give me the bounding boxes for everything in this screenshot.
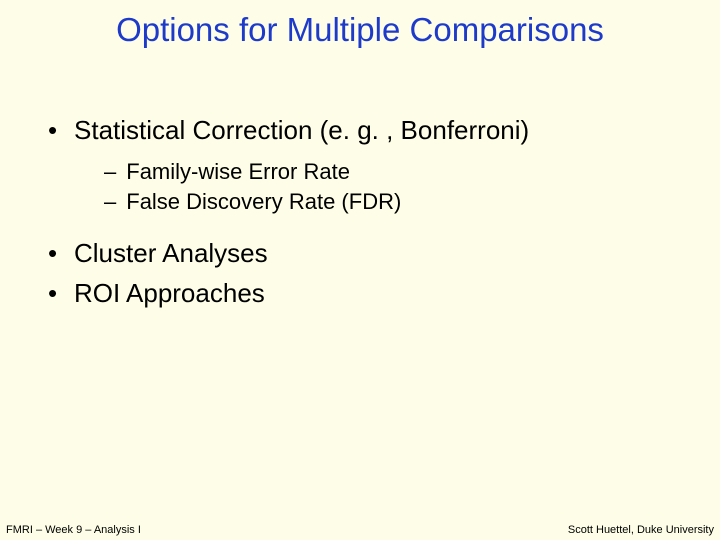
- slide-title: Options for Multiple Comparisons: [0, 0, 720, 56]
- bullet-icon: •: [48, 277, 62, 311]
- slide: Options for Multiple Comparisons • Stati…: [0, 0, 720, 540]
- bullet-item: • Cluster Analyses: [48, 237, 690, 271]
- footer-right: Scott Huettel, Duke University: [568, 524, 714, 536]
- bullet-icon: •: [48, 114, 62, 148]
- sub-bullet-item: – False Discovery Rate (FDR): [104, 187, 690, 217]
- dash-icon: –: [104, 187, 116, 217]
- sub-bullet-item: – Family-wise Error Rate: [104, 157, 690, 187]
- bullet-item: • Statistical Correction (e. g. , Bonfer…: [48, 114, 690, 148]
- sub-bullet-text: Family-wise Error Rate: [126, 157, 350, 187]
- sub-list: – Family-wise Error Rate – False Discove…: [48, 153, 690, 216]
- bullet-item: • ROI Approaches: [48, 277, 690, 311]
- dash-icon: –: [104, 157, 116, 187]
- bullet-text: ROI Approaches: [74, 277, 265, 311]
- footer-left: FMRI – Week 9 – Analysis I: [6, 524, 141, 536]
- bullet-text: Cluster Analyses: [74, 237, 268, 271]
- bullet-text: Statistical Correction (e. g. , Bonferro…: [74, 114, 529, 148]
- slide-content: • Statistical Correction (e. g. , Bonfer…: [0, 56, 720, 311]
- sub-bullet-text: False Discovery Rate (FDR): [126, 187, 401, 217]
- footer: FMRI – Week 9 – Analysis I Scott Huettel…: [0, 524, 720, 536]
- bullet-icon: •: [48, 237, 62, 271]
